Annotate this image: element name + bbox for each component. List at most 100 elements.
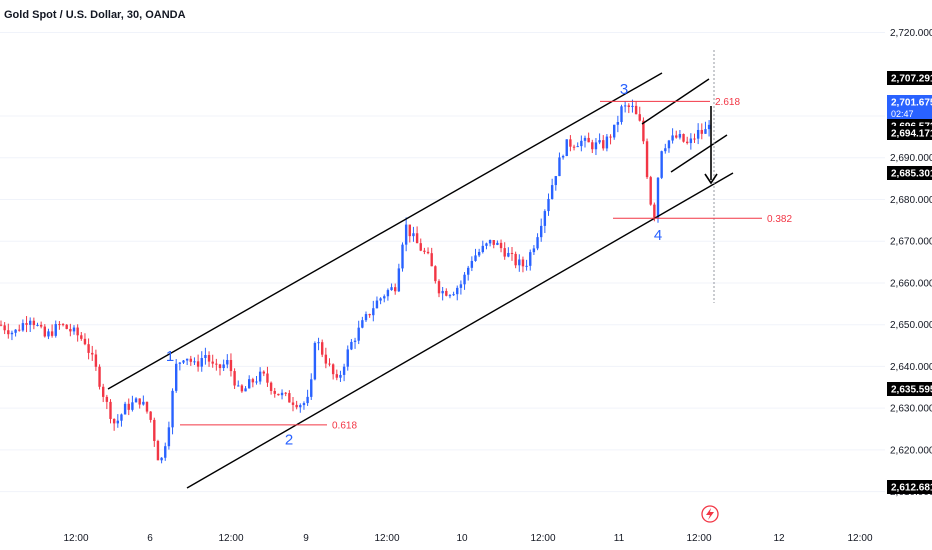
candle-body (138, 398, 141, 405)
candle-body (470, 260, 474, 268)
candle-body (441, 290, 444, 294)
price-badge-countdown: 02:47 (891, 109, 914, 119)
candle-body (175, 363, 178, 391)
candle-body (572, 146, 576, 148)
candle-body (153, 419, 156, 441)
candle-body (321, 342, 324, 355)
price-tick-label: 2,690.000 (890, 153, 932, 164)
candle-body (532, 248, 536, 253)
candle-body (47, 331, 50, 337)
time-tick-label: 12:00 (374, 533, 399, 544)
candle-body (98, 366, 101, 387)
candle-body (222, 364, 225, 369)
candle-body (211, 361, 214, 364)
wave-label: 3 (620, 81, 628, 98)
candle-body (445, 290, 448, 296)
price-badge (887, 126, 932, 140)
candle-body (134, 398, 138, 403)
candle-body (218, 364, 222, 369)
time-tick-label: 12:00 (63, 533, 88, 544)
candle-body (233, 371, 236, 386)
price-tick-label: 2,620.000 (890, 445, 932, 456)
lightning-icon (706, 508, 714, 520)
candle-body (50, 331, 54, 336)
candle-body (634, 105, 638, 115)
candle-body (474, 255, 477, 261)
candle-body (525, 265, 528, 267)
candle-body (120, 414, 123, 421)
price-badge-label: 2,707.291 (891, 74, 932, 85)
candle-body (328, 363, 331, 365)
candle-body (39, 324, 43, 327)
candle-body (437, 281, 441, 294)
candle-body (72, 327, 76, 332)
candle-body (76, 327, 79, 336)
candle-body (189, 358, 192, 362)
candle-body (404, 224, 408, 245)
candle-body (280, 392, 284, 396)
candle-body (459, 284, 463, 288)
fib-level-label: 0.618 (332, 420, 357, 431)
candle-body (452, 294, 455, 296)
candle-body (200, 357, 203, 367)
candle-body (463, 274, 466, 285)
candle-body (240, 385, 244, 392)
candle-body (561, 155, 565, 158)
candle-body (583, 137, 587, 141)
drawing-overlays: 2.618 0.618 0.382 1 2 3 4 (107, 50, 792, 489)
candle-body (594, 142, 598, 150)
candle-body (492, 240, 495, 245)
candle-body (54, 324, 57, 336)
candle-body (299, 405, 302, 408)
time-axis[interactable]: 12:00 6 12:00 9 12:00 10 12:00 11 12:00 12 12:00 (63, 533, 872, 544)
candle-body (423, 250, 426, 252)
candle-body (638, 114, 641, 121)
candle-body (102, 386, 105, 397)
candle-body (244, 388, 247, 392)
candle-body (69, 328, 72, 332)
time-tick-label: 12:00 (218, 533, 243, 544)
candle-body (317, 342, 320, 344)
candle-body (145, 401, 149, 412)
candle-body (379, 298, 382, 301)
candle-body (550, 185, 554, 199)
candle-body (142, 401, 145, 405)
candle-body (94, 354, 98, 367)
fib-level-label: 0.382 (767, 214, 792, 225)
candle-body (686, 141, 689, 144)
candle-body (591, 142, 594, 150)
candle-body (204, 355, 207, 358)
candle-body (215, 363, 218, 365)
candle-body (164, 446, 167, 458)
candle-body (335, 374, 338, 378)
candle-body (408, 224, 411, 237)
candle-body (131, 402, 134, 410)
candle-body (306, 396, 309, 404)
candle-body (499, 242, 503, 249)
candle-body (448, 295, 452, 297)
candle-body (18, 329, 21, 331)
candle-body (368, 314, 371, 316)
candle-body (623, 105, 627, 107)
candle-body (112, 418, 116, 424)
candle-body (678, 134, 682, 138)
candle-body (302, 403, 306, 406)
candle-body (627, 105, 630, 107)
price-tick-label: 2,630.000 (890, 404, 932, 415)
candle-body (477, 251, 481, 256)
candle-body (540, 225, 543, 238)
price-badge-label: 2,635.595 (891, 385, 932, 396)
candle-body (123, 403, 127, 415)
time-tick-label: 11 (614, 533, 625, 544)
candle-body (29, 320, 32, 325)
candle-body (61, 324, 65, 326)
price-badge (887, 95, 932, 121)
candle-body (456, 287, 459, 295)
down-arrow-head (704, 173, 718, 185)
candle-body (36, 324, 39, 326)
candle-body (412, 233, 415, 237)
candle-body (32, 320, 36, 326)
candle-body (430, 253, 433, 267)
candle-body (91, 352, 94, 355)
